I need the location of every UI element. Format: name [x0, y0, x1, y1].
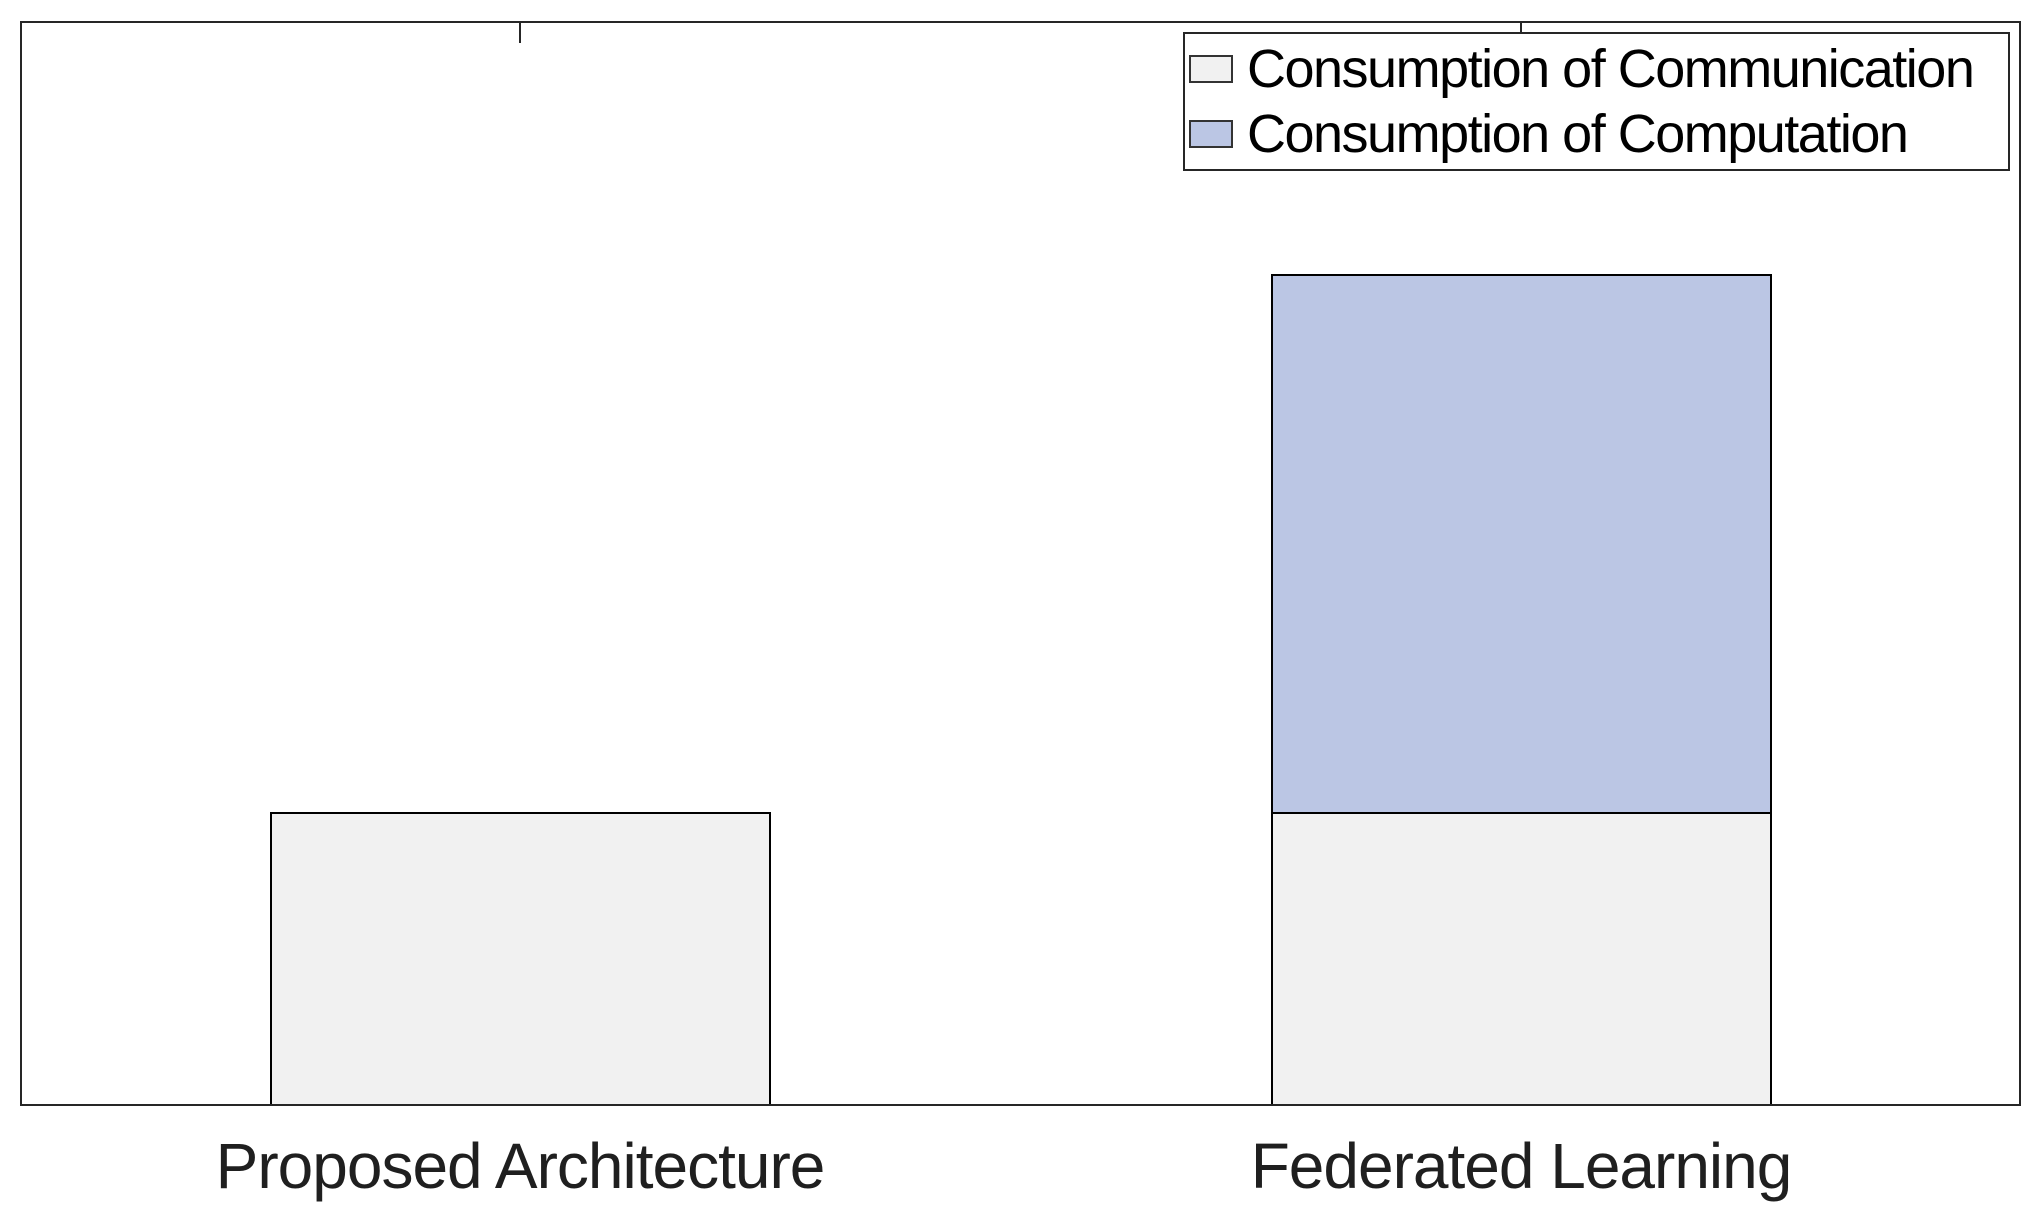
legend-item-communication: Consumption of Communication [1189, 36, 2008, 102]
legend-label-computation: Consumption of Computation [1247, 104, 1909, 165]
x-tick-label-federated-learning: Federated Learning [1250, 1130, 1793, 1202]
legend-swatch-communication [1189, 54, 1233, 83]
bar-segment-communication [1271, 812, 1772, 1104]
bar-segment-communication [270, 812, 771, 1104]
x-tick-top-proposed [519, 23, 521, 43]
legend-swatch-computation [1189, 120, 1233, 149]
bar-segment-computation [1271, 273, 1772, 815]
legend: Consumption of Communication Consumption… [1183, 32, 2010, 171]
x-tick-label-proposed-architecture: Proposed Architecture [215, 1130, 826, 1202]
plot-area [20, 21, 2021, 1106]
legend-label-communication: Consumption of Communication [1247, 38, 1975, 99]
bar-proposed-architecture [270, 23, 771, 1104]
legend-item-computation: Consumption of Computation [1189, 102, 2008, 168]
bar-federated-learning [1271, 23, 1772, 1104]
